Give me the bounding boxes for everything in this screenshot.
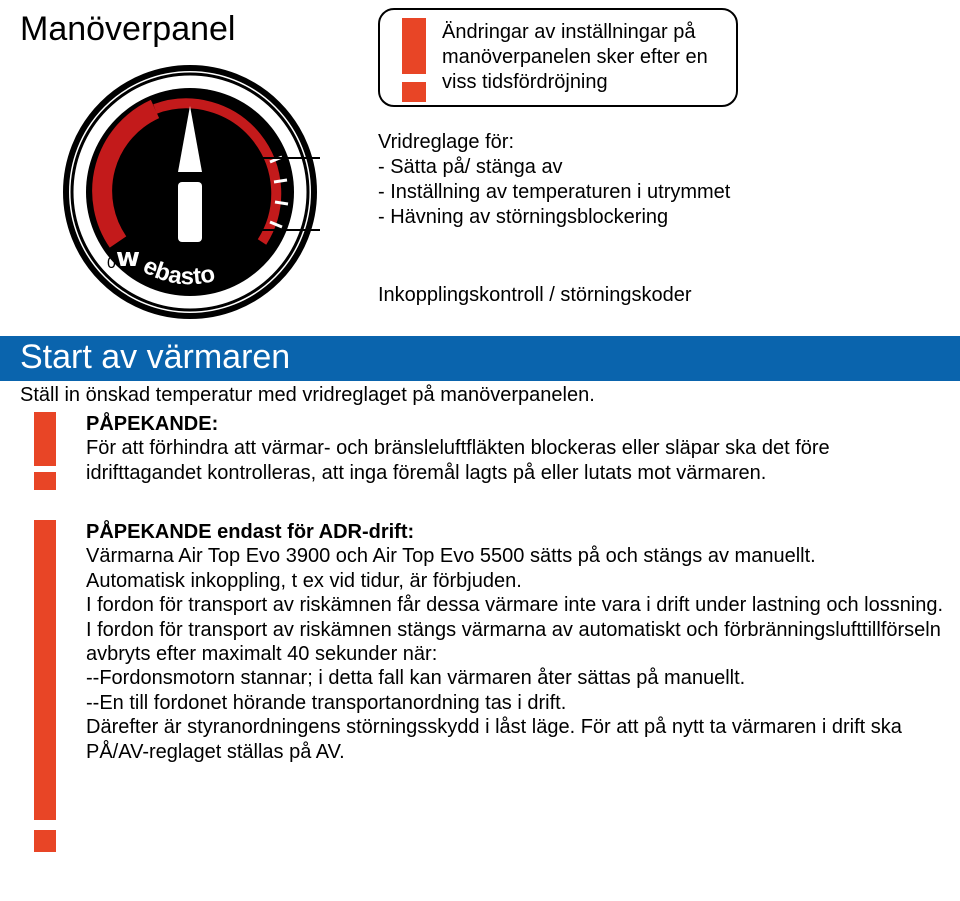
note2-line: --Fordonsmotorn stannar; i detta fall ka…	[86, 666, 948, 690]
sub-label: Inkopplingskontroll / störningskoder	[378, 284, 692, 307]
section-intro: Ställ in önskad temperatur med vridregla…	[20, 384, 940, 407]
warning-callout: Ändringar av inställningar på manöverpan…	[378, 8, 738, 107]
note2-line: Därefter är styranordningens störningssk…	[86, 715, 948, 764]
page-title: Manöverpanel	[20, 10, 235, 49]
note2-line: --En till fordonet hörande transportanor…	[86, 691, 948, 715]
svg-text:𝘄: 𝘄	[116, 242, 140, 272]
note2-line: I fordon för transport av riskämnen stän…	[86, 618, 948, 667]
note2: PÅPEKANDE endast för ADR-drift: Värmarna…	[86, 520, 948, 764]
note1: PÅPEKANDE: För att förhindra att värmar-…	[86, 412, 948, 485]
vridreglage-item: - Inställning av temperaturen i utrymmet	[378, 180, 918, 205]
note1-heading: PÅPEKANDE:	[86, 412, 948, 436]
vridreglage-block: Vridreglage för: - Sätta på/ stänga av -…	[378, 130, 918, 230]
note2-line: Värmarna Air Top Evo 3900 och Air Top Ev…	[86, 544, 948, 568]
note2-line: Automatisk inkoppling, t ex vid tidur, ä…	[86, 569, 948, 593]
vridreglage-item: - Sätta på/ stänga av	[378, 155, 918, 180]
note1-icon	[34, 412, 56, 490]
note2-heading: PÅPEKANDE endast för ADR-drift:	[86, 520, 948, 544]
dial-zero-label: 0	[107, 255, 116, 272]
note1-body: För att förhindra att värmar- och bränsl…	[86, 436, 948, 485]
section-heading: Start av värmaren	[0, 336, 960, 381]
vridreglage-item: - Hävning av störningsblockering	[378, 205, 918, 230]
vridreglage-label: Vridreglage för:	[378, 130, 918, 155]
note2-icon	[34, 520, 56, 852]
control-dial: 0 ebasto 𝘄	[60, 62, 320, 322]
warning-text: Ändringar av inställningar på manöverpan…	[442, 20, 722, 95]
note2-line: I fordon för transport av riskämnen får …	[86, 593, 948, 617]
warning-icon	[402, 18, 426, 102]
